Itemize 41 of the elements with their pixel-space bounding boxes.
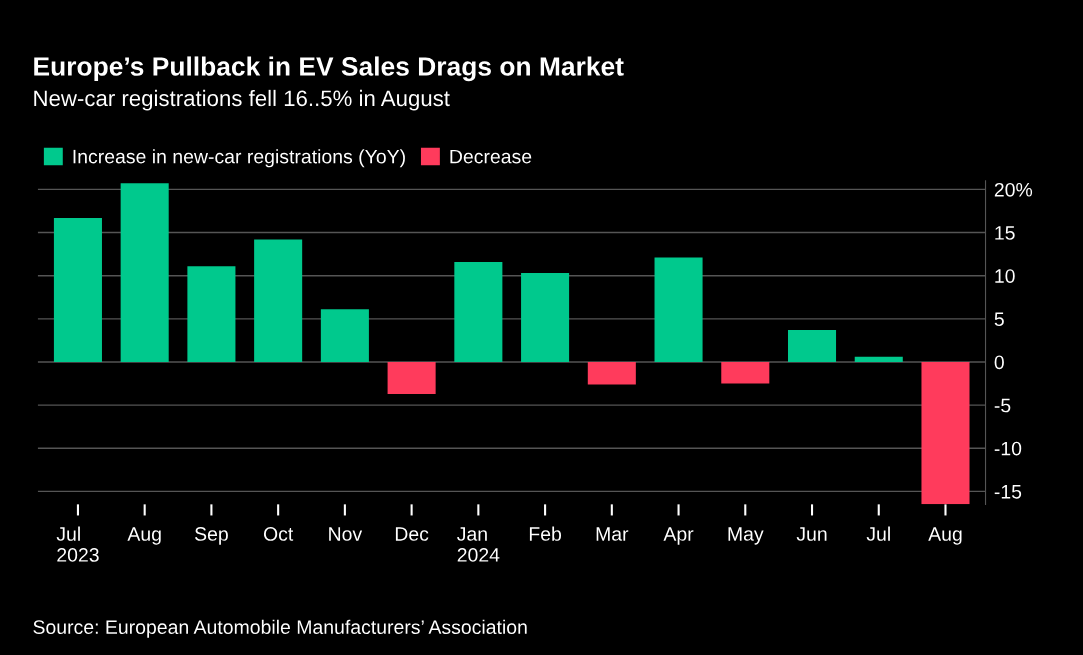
bar	[521, 273, 570, 362]
source-note: Source: European Automobile Manufacturers’ Association	[33, 619, 527, 638]
x-tick-label: Sep	[195, 527, 228, 545]
bar	[854, 356, 903, 362]
x-tick-label: Oct	[263, 527, 294, 541]
y-tick-label: -10	[994, 441, 1022, 456]
chart-subtitle: New-car registrations fell 16..5% in August	[34, 89, 450, 111]
y-tick-label: -15	[994, 485, 1022, 499]
x-tick-label: Nov	[329, 527, 363, 541]
bar	[587, 361, 636, 385]
x-tick-label: Jan 2024	[457, 527, 500, 562]
x-tick-label: Jul 2023	[56, 526, 99, 562]
bar	[721, 361, 770, 384]
x-tick-label: Jun	[796, 527, 827, 541]
bar	[921, 361, 970, 505]
legend-label: Decrease	[450, 149, 532, 164]
bar	[320, 309, 369, 362]
x-tick-label: Apr	[663, 527, 694, 545]
x-tick-label: Feb	[529, 526, 562, 541]
y-tick-label: 15	[995, 226, 1015, 240]
y-tick-label: 5	[994, 312, 1004, 327]
y-tick-label: -5	[994, 398, 1011, 413]
bar	[654, 257, 703, 362]
bar	[187, 266, 236, 362]
x-tick-label: Aug	[928, 527, 962, 545]
bar	[454, 261, 503, 362]
y-tick-label: 0	[994, 355, 1004, 370]
x-tick-label: Aug	[127, 527, 161, 545]
bar	[120, 183, 169, 362]
bar	[254, 239, 303, 362]
x-tick-label: Jul	[866, 526, 890, 541]
x-tick-label: May	[728, 527, 764, 545]
bar	[788, 330, 837, 362]
y-tick-label: 10	[995, 269, 1015, 283]
y-tick-label: 20%	[994, 182, 1033, 197]
x-tick-label: Dec	[395, 527, 429, 541]
bar	[53, 217, 102, 362]
chart-title: Europe’s Pullback in EV Sales Drags on Market	[34, 56, 624, 82]
x-tick-label: Mar	[596, 527, 629, 541]
legend-label: Increase in new-car registrations (YoY)	[73, 149, 405, 168]
bar	[387, 361, 436, 394]
